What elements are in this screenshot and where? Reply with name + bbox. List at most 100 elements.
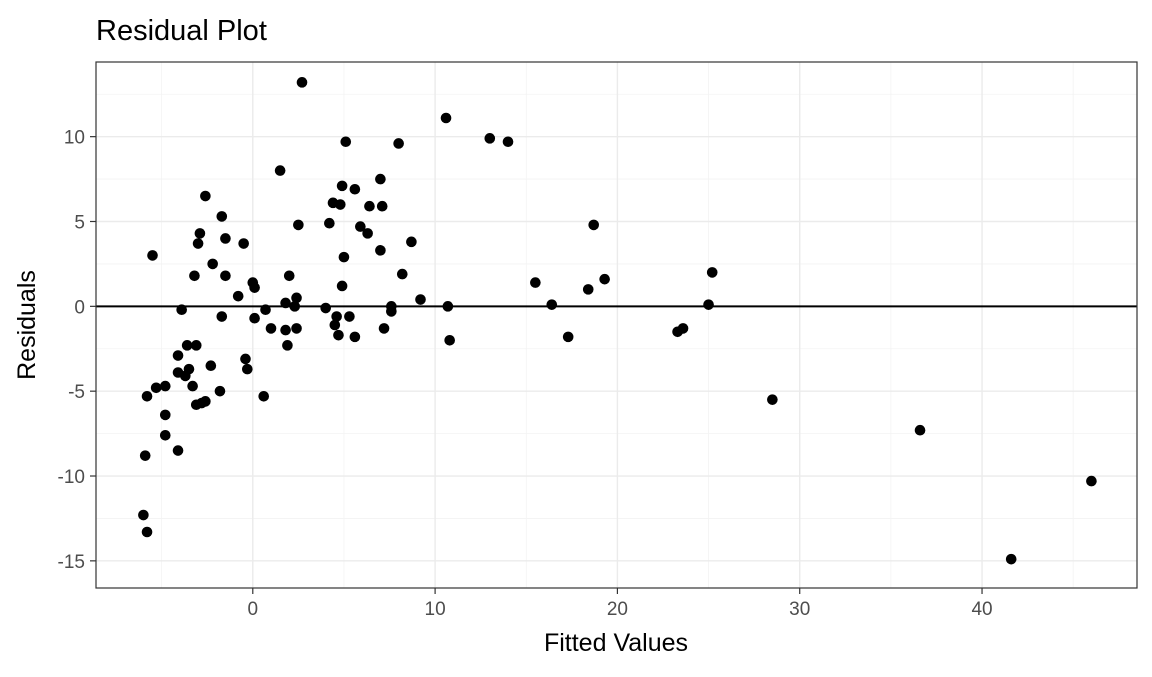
data-point — [190, 399, 202, 411]
data-point — [249, 282, 260, 293]
data-point — [240, 353, 251, 365]
data-point — [355, 221, 366, 232]
data-point — [159, 380, 171, 392]
data-point — [150, 382, 162, 394]
data-point — [444, 334, 455, 346]
data-point — [334, 199, 346, 210]
data-point — [220, 233, 231, 244]
data-point — [141, 390, 153, 402]
data-point — [442, 301, 454, 312]
data-point — [258, 390, 270, 402]
data-point — [289, 301, 301, 312]
data-point — [190, 340, 202, 351]
data-point — [767, 394, 778, 405]
data-point — [396, 268, 408, 280]
data-point — [159, 409, 171, 421]
data-point — [336, 180, 348, 192]
y-tick-label: 10 — [64, 128, 85, 149]
data-point — [672, 326, 683, 338]
data-point — [349, 331, 361, 343]
data-point — [194, 228, 206, 239]
data-point — [440, 112, 452, 124]
data-point — [336, 280, 348, 292]
data-point — [232, 290, 244, 302]
data-point — [344, 311, 355, 322]
y-tick-label: -5 — [68, 382, 85, 403]
data-point — [291, 323, 302, 334]
data-point — [349, 183, 361, 195]
x-tick-label: 0 — [247, 599, 258, 620]
data-point — [159, 429, 171, 441]
data-point — [333, 329, 344, 341]
data-point — [205, 360, 217, 372]
data-point — [283, 270, 295, 282]
data-point — [296, 77, 308, 88]
chart-title: Residual Plot — [96, 15, 267, 47]
data-point — [375, 173, 386, 185]
data-point — [189, 270, 200, 282]
data-point — [291, 292, 302, 304]
x-tick-label: 40 — [971, 599, 992, 620]
data-point — [914, 424, 926, 436]
data-point — [378, 323, 390, 334]
data-point — [216, 311, 228, 322]
data-point — [415, 294, 426, 305]
data-point — [249, 312, 260, 324]
data-point — [484, 133, 496, 144]
data-point — [362, 228, 373, 239]
data-point — [582, 284, 594, 295]
data-point — [176, 304, 187, 316]
data-point — [324, 217, 335, 229]
data-point — [265, 323, 277, 334]
data-point — [562, 331, 574, 343]
data-point — [238, 238, 249, 249]
grid — [96, 62, 1137, 588]
data-point — [364, 200, 375, 212]
data-point — [181, 340, 193, 351]
data-point — [546, 299, 558, 310]
data-point — [293, 219, 304, 231]
data-point — [147, 250, 158, 261]
y-tick-label: 0 — [74, 297, 85, 318]
data-point — [216, 211, 228, 222]
data-point — [274, 165, 286, 176]
data-point — [329, 319, 341, 331]
data-point — [214, 385, 226, 397]
data-point — [141, 526, 153, 538]
data-point — [502, 136, 514, 148]
data-point — [320, 302, 332, 314]
data-point — [376, 200, 388, 212]
data-point — [280, 297, 291, 309]
data-point — [200, 190, 211, 202]
data-point — [338, 251, 350, 263]
data-point — [139, 450, 151, 461]
data-point — [393, 138, 404, 149]
plot-panel-border — [95, 61, 1138, 589]
data-point — [406, 236, 417, 248]
data-point — [187, 380, 198, 392]
data-point — [207, 258, 218, 270]
data-point — [331, 311, 342, 322]
data-point — [172, 350, 184, 361]
data-point — [1086, 475, 1097, 487]
data-point — [703, 299, 714, 310]
data-point — [599, 273, 610, 285]
x-tick-label: 20 — [607, 599, 628, 620]
data-point — [375, 245, 386, 256]
data-point — [172, 445, 184, 456]
data-point — [242, 363, 253, 375]
x-axis-title: Fitted Values — [544, 629, 688, 657]
y-axis-title: Residuals — [13, 270, 41, 380]
data-point — [530, 277, 541, 288]
y-tick-label: -10 — [58, 467, 85, 488]
data-point — [588, 219, 600, 231]
data-point — [260, 304, 271, 316]
data-point — [138, 509, 149, 521]
y-axis: -15 -10 -5 0 5 10 — [58, 128, 96, 573]
data-point — [1005, 553, 1017, 565]
x-tick-label: 10 — [425, 599, 446, 620]
data-point — [280, 324, 291, 336]
x-tick-label: 30 — [789, 599, 810, 620]
